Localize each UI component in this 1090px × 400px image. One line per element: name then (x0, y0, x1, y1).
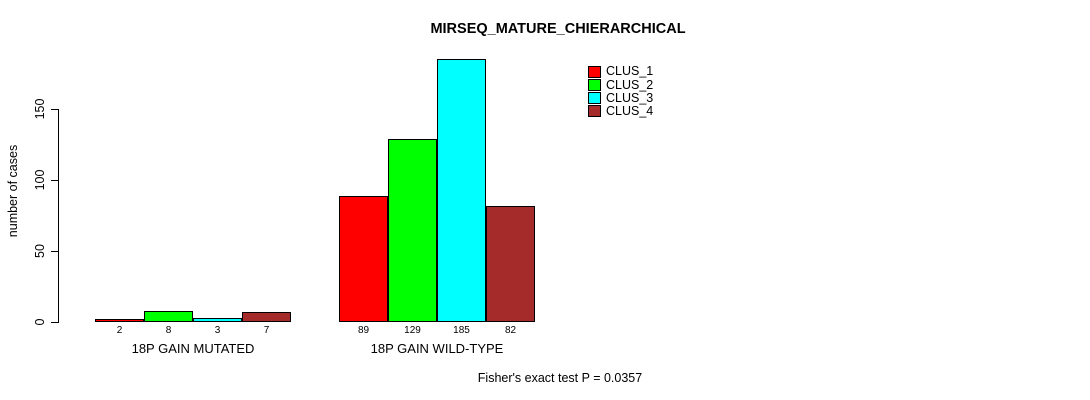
y-axis-tick (51, 251, 58, 252)
legend-swatch-clus-3 (588, 91, 601, 104)
legend-swatch-clus-4 (588, 105, 601, 118)
legend-label: CLUS_4 (606, 103, 654, 118)
bar-value-label: 7 (263, 325, 270, 336)
bar-clus-4-wild-type (486, 206, 535, 322)
legend-item: CLUS_1 (588, 65, 653, 78)
y-axis-tick-label: 150 (33, 98, 47, 120)
bar-clus-1-wild-type (339, 196, 388, 322)
y-axis-tick (51, 180, 58, 181)
bar-clus-1-mutated (95, 319, 144, 322)
y-axis-tick (51, 109, 58, 110)
legend-item: CLUS_4 (588, 105, 653, 118)
legend-item: CLUS_2 (588, 78, 653, 91)
y-axis-line (58, 109, 59, 323)
legend-label: CLUS_3 (606, 90, 654, 105)
legend-label: CLUS_1 (606, 64, 654, 79)
bar-clus-2-mutated (144, 311, 193, 322)
bar-clus-2-wild-type (388, 139, 437, 322)
bar-value-label: 185 (453, 325, 470, 336)
bar-value-label: 89 (357, 325, 370, 336)
legend-swatch-clus-2 (588, 78, 601, 91)
x-axis-category-label: 18P GAIN MUTATED (131, 341, 255, 356)
bar-value-label: 129 (404, 325, 421, 336)
y-axis-tick-label: 100 (33, 169, 47, 191)
bar-value-label: 2 (116, 325, 123, 336)
fisher-test-annotation: Fisher's exact test P = 0.0357 (477, 371, 643, 385)
y-axis-tick-label: 50 (33, 244, 47, 258)
legend-label: CLUS_2 (606, 77, 654, 92)
legend: CLUS_1 CLUS_2 CLUS_3 CLUS_4 (588, 65, 653, 118)
y-axis-tick (51, 322, 58, 323)
y-axis-tick-label: 0 (33, 318, 47, 326)
bar-value-label: 8 (165, 325, 172, 336)
legend-swatch-clus-1 (588, 65, 601, 78)
bar-clus-3-mutated (193, 318, 242, 322)
bar-clus-3-wild-type (437, 59, 486, 322)
x-axis-category-label: 18P GAIN WILD-TYPE (370, 341, 504, 356)
bar-clus-4-mutated (242, 312, 291, 322)
legend-item: CLUS_3 (588, 91, 653, 104)
chart-title: MIRSEQ_MATURE_CHIERARCHICAL (430, 21, 686, 37)
bar-value-label: 3 (214, 325, 221, 336)
bar-value-label: 82 (504, 325, 517, 336)
